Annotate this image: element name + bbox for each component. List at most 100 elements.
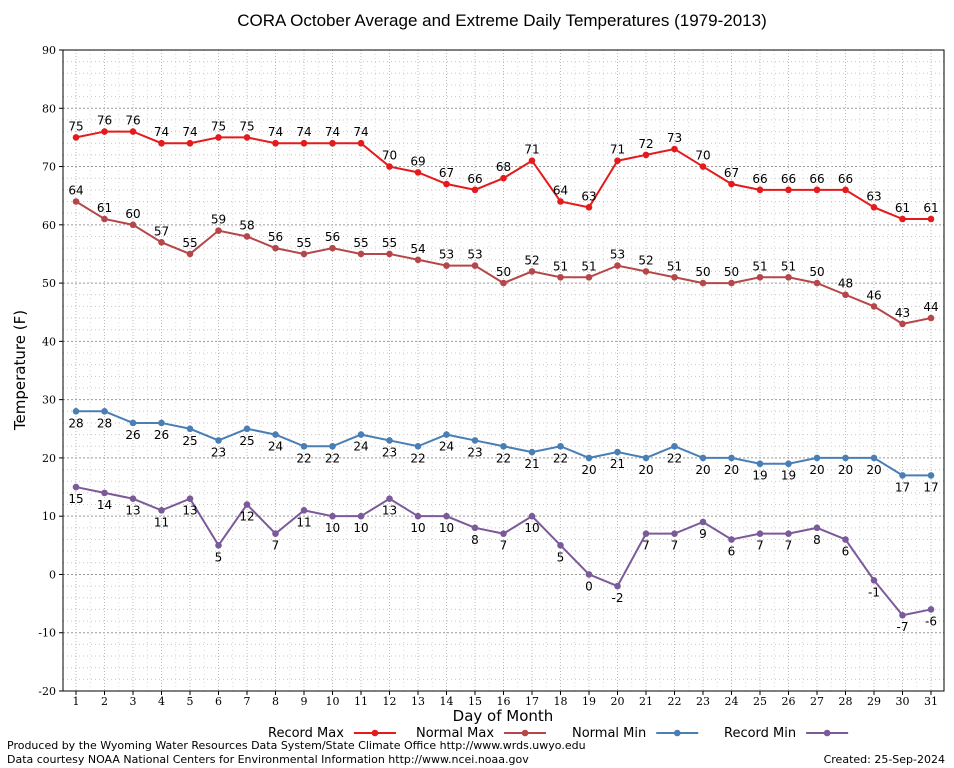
data-point bbox=[927, 314, 935, 322]
data-label: 48 bbox=[838, 277, 853, 291]
data-label: 70 bbox=[382, 149, 397, 163]
data-point bbox=[186, 495, 194, 503]
x-tick-label: 12 bbox=[383, 695, 397, 708]
data-point bbox=[129, 128, 137, 135]
data-point bbox=[813, 454, 821, 462]
data-point bbox=[585, 204, 593, 211]
data-label: 71 bbox=[524, 143, 539, 157]
x-tick-label: 4 bbox=[158, 695, 165, 708]
data-label: 20 bbox=[866, 463, 881, 477]
data-point bbox=[699, 518, 707, 526]
data-point bbox=[699, 279, 707, 287]
data-point bbox=[642, 454, 650, 462]
data-label: 20 bbox=[838, 463, 853, 477]
data-point bbox=[471, 524, 479, 532]
data-point bbox=[300, 139, 308, 147]
legend-item: Normal Min bbox=[572, 726, 699, 741]
data-point bbox=[101, 407, 108, 415]
data-label: 26 bbox=[154, 428, 169, 442]
legend-item: Record Max bbox=[268, 726, 396, 741]
data-label: 63 bbox=[581, 189, 596, 203]
data-point bbox=[671, 442, 678, 450]
x-axis-ticks: 1 2 3 4 5 6 7 8 9 10 11 12 13 14 15 16 17 18 19 20 21 22 23 24 2… bbox=[73, 691, 938, 708]
legend-label: Normal Max bbox=[416, 726, 494, 741]
data-label: 71 bbox=[610, 143, 625, 157]
data-point bbox=[101, 215, 108, 223]
data-point bbox=[243, 233, 251, 240]
data-point bbox=[300, 250, 308, 258]
data-point bbox=[899, 611, 906, 619]
data-point bbox=[927, 606, 935, 613]
data-point bbox=[785, 460, 792, 468]
data-label: 75 bbox=[211, 119, 226, 133]
data-point bbox=[272, 139, 279, 147]
y-tick-label: 20 bbox=[42, 452, 56, 465]
data-point bbox=[386, 163, 393, 170]
data-point bbox=[728, 536, 735, 543]
data-point bbox=[728, 180, 735, 188]
data-label: 24 bbox=[268, 440, 283, 454]
data-label: 56 bbox=[325, 230, 340, 244]
data-label: 28 bbox=[68, 416, 83, 430]
data-label: 76 bbox=[125, 114, 140, 128]
data-label: 50 bbox=[695, 265, 710, 279]
x-tick-label: 24 bbox=[725, 695, 739, 708]
data-label: 10 bbox=[353, 521, 368, 535]
data-point bbox=[215, 134, 222, 141]
y-tick-label: 40 bbox=[42, 335, 56, 348]
y-tick-label: -10 bbox=[38, 627, 56, 640]
data-point bbox=[528, 157, 536, 165]
data-label: 20 bbox=[724, 463, 739, 477]
data-label: 53 bbox=[467, 248, 482, 262]
x-tick-label: 11 bbox=[354, 695, 368, 708]
data-label: 43 bbox=[895, 306, 910, 320]
footer-produced-by: Produced by the Wyoming Water Resources … bbox=[7, 739, 586, 752]
data-point bbox=[899, 472, 906, 479]
legend-item: Normal Max bbox=[416, 726, 547, 741]
data-label: -6 bbox=[925, 614, 937, 628]
data-point bbox=[870, 454, 878, 462]
data-point bbox=[72, 134, 80, 141]
x-tick-label: 14 bbox=[440, 695, 454, 708]
data-point bbox=[215, 437, 222, 444]
series-record-max: 75 76 76 74 74 75 75 74 74 74 74 70 69 67 66 68 71 64 63 71… bbox=[68, 114, 939, 223]
grid-lines bbox=[63, 49, 944, 692]
data-point bbox=[186, 425, 194, 433]
y-tick-label: 80 bbox=[42, 102, 56, 115]
data-point bbox=[243, 134, 251, 141]
x-tick-label: 18 bbox=[554, 695, 568, 708]
data-point bbox=[443, 512, 450, 520]
data-point bbox=[414, 512, 422, 520]
footer-data-courtesy: Data courtesy NOAA National Centers for … bbox=[7, 753, 529, 766]
data-point bbox=[357, 250, 365, 258]
data-label: 46 bbox=[866, 288, 881, 302]
data-label: 52 bbox=[524, 253, 539, 267]
x-tick-label: 25 bbox=[753, 695, 767, 708]
data-label: 74 bbox=[154, 125, 169, 139]
data-label: 61 bbox=[895, 201, 910, 215]
data-point bbox=[813, 279, 821, 287]
data-point bbox=[642, 530, 650, 537]
data-point bbox=[642, 268, 650, 275]
data-point bbox=[101, 128, 108, 135]
x-tick-label: 5 bbox=[187, 695, 194, 708]
data-label: 5 bbox=[557, 550, 565, 564]
data-label: 22 bbox=[667, 451, 682, 465]
data-label: 74 bbox=[296, 125, 311, 139]
data-point bbox=[329, 139, 336, 147]
chart-title: CORA October Average and Extreme Daily T… bbox=[237, 11, 766, 30]
x-tick-label: 28 bbox=[839, 695, 853, 708]
x-tick-label: 22 bbox=[668, 695, 682, 708]
x-tick-label: 7 bbox=[244, 695, 251, 708]
data-label: 8 bbox=[471, 533, 479, 547]
data-label: 24 bbox=[353, 440, 368, 454]
data-point bbox=[471, 437, 479, 444]
data-label: 7 bbox=[642, 539, 650, 553]
data-label: 64 bbox=[68, 184, 83, 198]
data-point bbox=[300, 507, 308, 514]
data-label: 20 bbox=[809, 463, 824, 477]
legend-item: Record Min bbox=[724, 726, 849, 741]
data-label: 74 bbox=[353, 125, 368, 139]
data-label: 11 bbox=[154, 515, 169, 529]
data-point bbox=[785, 530, 792, 537]
